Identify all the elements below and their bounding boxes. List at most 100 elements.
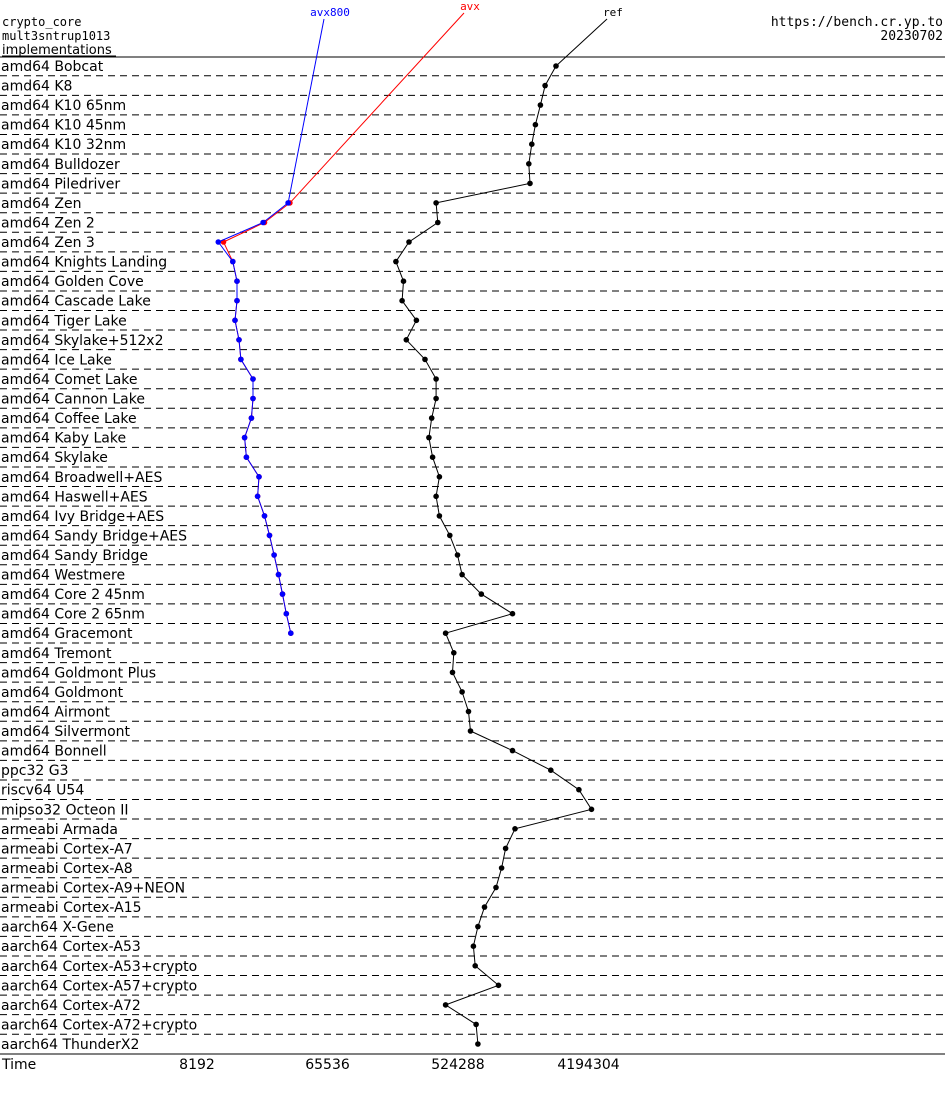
row-label-armeabi-cortex-a8: armeabi Cortex-A8 xyxy=(1,861,133,877)
row-label-amd64-haswell-plus-aes: amd64 Haswell+AES xyxy=(1,489,148,505)
data-point-ref xyxy=(553,63,559,69)
data-point-avx800 xyxy=(279,591,286,597)
data-point-avx800 xyxy=(250,395,256,402)
row-label-armeabi-armada: armeabi Armada xyxy=(1,822,118,838)
row-label-amd64-airmont: amd64 Airmont xyxy=(1,704,110,720)
data-point-avx800 xyxy=(285,200,291,206)
row-label-amd64-k8: amd64 K8 xyxy=(1,79,72,95)
data-point-avx800 xyxy=(271,552,277,558)
data-point-avx800 xyxy=(248,415,255,421)
row-label-aarch64-cortex-a53-plus-crypto: aarch64 Cortex-A53+crypto xyxy=(1,959,197,975)
row-label-amd64-bobcat: amd64 Bobcat xyxy=(1,59,104,75)
data-point-ref xyxy=(509,747,516,754)
x-tick-label: 4194304 xyxy=(557,1057,619,1073)
header-url: https://bench.cr.yp.to xyxy=(771,15,943,30)
data-point-ref xyxy=(459,571,465,578)
data-point-ref xyxy=(447,532,453,539)
data-point-avx800 xyxy=(236,337,242,343)
data-point-ref xyxy=(436,513,443,519)
x-tick-label: 524288 xyxy=(431,1057,484,1073)
row-label-amd64-gracemont: amd64 Gracemont xyxy=(1,626,133,642)
row-label-amd64-sandy-bridge-plus-aes: amd64 Sandy Bridge+AES xyxy=(1,528,187,544)
row-label-amd64-tiger-lake: amd64 Tiger Lake xyxy=(1,313,127,329)
data-point-ref xyxy=(454,552,461,558)
data-point-avx800 xyxy=(275,571,282,578)
data-point-ref xyxy=(502,845,509,852)
row-label-aarch64-cortex-a72: aarch64 Cortex-A72 xyxy=(1,998,141,1014)
row-label-amd64-comet-lake: amd64 Comet Lake xyxy=(1,372,138,388)
data-point-avx800 xyxy=(234,278,240,285)
row-label-amd64-bulldozer: amd64 Bulldozer xyxy=(1,157,120,173)
header-operation: mult3sntrup1013 xyxy=(2,29,110,43)
row-label-amd64-broadwell-plus-aes: amd64 Broadwell+AES xyxy=(1,470,162,486)
row-label-amd64-skylake: amd64 Skylake xyxy=(1,450,108,466)
row-label-amd64-k10-45nm: amd64 K10 45nm xyxy=(1,118,126,134)
row-label-aarch64-cortex-a57-plus-crypto: aarch64 Cortex-A57+crypto xyxy=(1,978,197,994)
row-label-amd64-coffee-lake: amd64 Coffee Lake xyxy=(1,411,137,427)
chart-header: crypto_core mult3sntrup1013 implementati… xyxy=(2,15,943,58)
data-point-ref xyxy=(472,963,479,969)
row-label-amd64-bonnell: amd64 Bonnell xyxy=(1,744,107,760)
data-point-ref xyxy=(512,826,518,832)
data-point-ref xyxy=(473,1021,479,1028)
row-label-amd64-zen: amd64 Zen xyxy=(1,196,81,212)
data-point-ref xyxy=(436,474,443,480)
data-point-ref xyxy=(433,493,439,500)
data-point-ref xyxy=(426,434,432,441)
data-point-avx800 xyxy=(238,356,244,363)
data-point-ref xyxy=(406,239,412,245)
row-label-aarch64-x-gene: aarch64 X-Gene xyxy=(1,920,114,936)
row-label-amd64-tremont: amd64 Tremont xyxy=(1,646,112,662)
row-label-aarch64-cortex-a72-plus-crypto: aarch64 Cortex-A72+crypto xyxy=(1,1017,197,1033)
data-point-ref xyxy=(548,767,554,773)
data-point-avx800 xyxy=(215,239,222,245)
x-axis-label: Time xyxy=(1,1057,36,1073)
data-point-ref xyxy=(433,200,439,206)
category-rows: amd64 Bobcat amd64 K8 amd64 K10 65nm amd64 … xyxy=(0,59,945,1053)
x-tick-label: 8192 xyxy=(179,1057,215,1073)
row-label-amd64-knights-landing: amd64 Knights Landing xyxy=(1,255,167,271)
row-label-ppc32-g3: ppc32 G3 xyxy=(1,763,69,779)
data-point-ref xyxy=(493,884,499,891)
data-point-ref xyxy=(529,141,535,147)
series-lines xyxy=(215,12,608,1047)
series-leader-ref xyxy=(555,18,608,67)
row-label-aarch64-thunderx2: aarch64 ThunderX2 xyxy=(1,1037,139,1053)
row-label-armeabi-cortex-a9-plus-neon: armeabi Cortex-A9+NEON xyxy=(1,881,185,897)
data-point-ref xyxy=(400,278,407,285)
row-label-amd64-cascade-lake: amd64 Cascade Lake xyxy=(1,294,151,310)
data-point-avx800 xyxy=(256,474,262,480)
data-point-ref xyxy=(470,943,477,949)
x-tick-label: 65536 xyxy=(305,1057,350,1073)
row-label-armeabi-cortex-a15: armeabi Cortex-A15 xyxy=(1,900,142,916)
data-point-ref xyxy=(475,1041,481,1047)
header-primitive: crypto_core xyxy=(2,15,81,29)
data-point-avx800 xyxy=(243,454,250,461)
data-point-avx800 xyxy=(241,434,248,441)
row-label-amd64-silvermont: amd64 Silvermont xyxy=(1,724,131,740)
data-point-ref xyxy=(422,356,428,363)
row-label-riscv64-u54: riscv64 U54 xyxy=(1,783,84,799)
data-point-ref xyxy=(542,82,548,89)
data-point-ref xyxy=(532,121,539,128)
data-point-avx800 xyxy=(261,513,268,519)
data-point-avx800 xyxy=(254,493,261,500)
data-point-ref xyxy=(481,904,488,910)
row-label-amd64-zen-3: amd64 Zen 3 xyxy=(1,235,95,251)
data-point-avx800 xyxy=(260,219,266,226)
data-point-ref xyxy=(495,982,502,989)
row-label-amd64-westmere: amd64 Westmere xyxy=(1,568,125,584)
data-point-ref xyxy=(451,650,457,656)
row-label-amd64-core-2-65nm: amd64 Core 2 65nm xyxy=(1,607,145,623)
series-label-avx800: avx800 xyxy=(310,6,350,19)
data-point-ref xyxy=(433,376,439,382)
row-label-amd64-goldmont: amd64 Goldmont xyxy=(1,685,124,701)
data-point-ref xyxy=(478,591,485,597)
data-point-ref xyxy=(459,689,465,695)
row-label-amd64-ice-lake: amd64 Ice Lake xyxy=(1,352,112,368)
data-point-avx800 xyxy=(283,610,290,617)
row-label-aarch64-cortex-a53: aarch64 Cortex-A53 xyxy=(1,939,141,955)
data-point-ref xyxy=(527,180,533,187)
row-label-amd64-sandy-bridge: amd64 Sandy Bridge xyxy=(1,548,148,564)
